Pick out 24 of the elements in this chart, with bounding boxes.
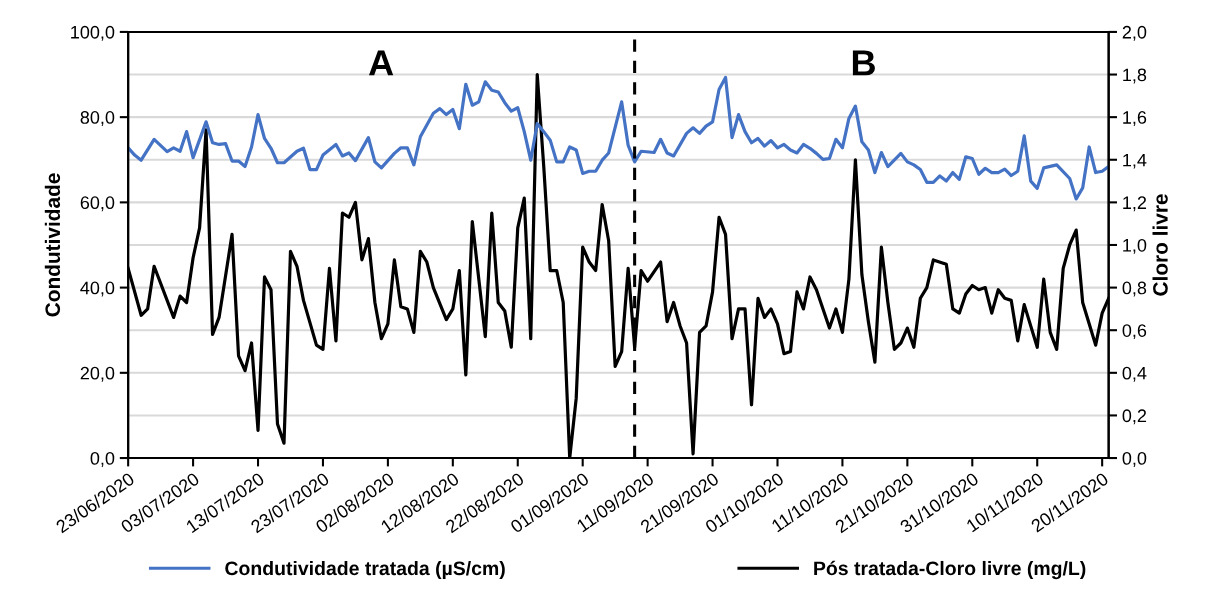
legend-label: Condutividade tratada (µS/cm) (225, 560, 505, 580)
y-tick-label: 100,0 (71, 25, 115, 41)
y-tick-label: 60,0 (80, 196, 115, 212)
y2-tick-label: 0,8 (1122, 281, 1147, 297)
annotation: A (368, 50, 394, 76)
y2-tick-label: 0,2 (1122, 409, 1147, 425)
y2-tick-label: 1,0 (1123, 238, 1147, 254)
annotation: B (852, 50, 875, 76)
y-tick-label: 40,0 (80, 281, 115, 297)
y2-tick-label: 0,4 (1122, 366, 1147, 382)
y2-tick-label: 2,0 (1122, 25, 1147, 41)
legend-label: Pós tratada-Cloro livre (mg/L) (814, 560, 1086, 580)
y2-tick-label: 0,0 (1122, 451, 1147, 467)
y2-tick-label: 1,8 (1123, 68, 1147, 84)
y-axis-title: Condutividade (44, 173, 61, 317)
y2-tick-label: 1,6 (1123, 111, 1147, 126)
y-tick-label: 20,0 (80, 366, 115, 382)
line-series (128, 75, 1109, 201)
y2-tick-label: 0,6 (1122, 324, 1147, 340)
y2-axis-title: Cloro livre (1152, 194, 1168, 296)
y-tick-label: 80,0 (80, 111, 115, 126)
y2-tick-label: 1,4 (1123, 153, 1147, 169)
y-tick-label: 0,0 (90, 451, 115, 467)
y2-tick-label: 1,2 (1123, 196, 1147, 212)
